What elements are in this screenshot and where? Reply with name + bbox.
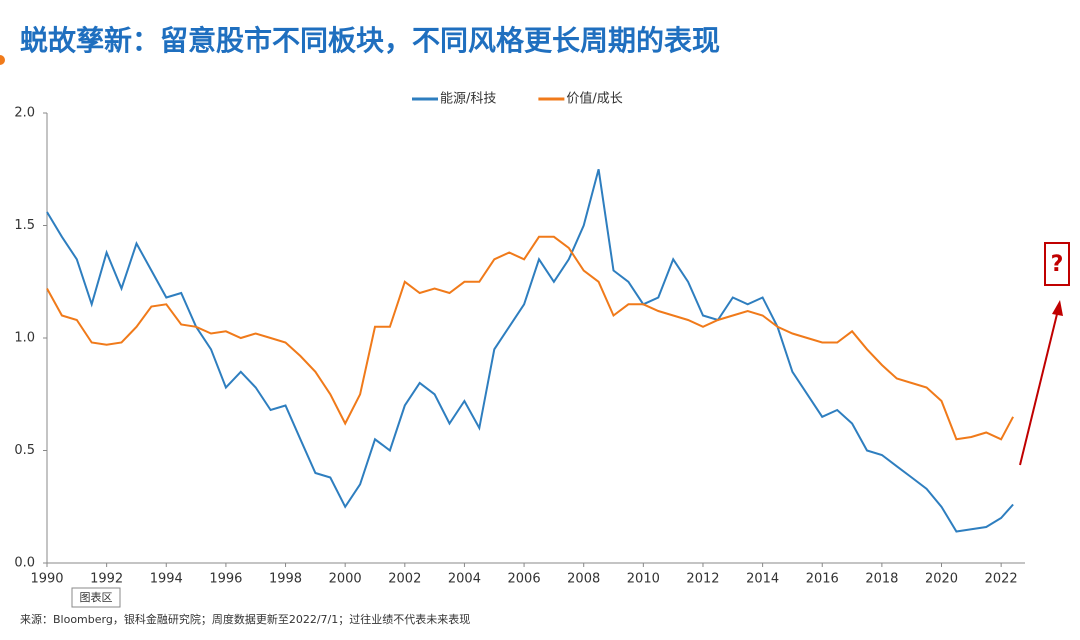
x-tick-label: 2004 bbox=[448, 572, 481, 587]
slide-title: 蜕故孳新：留意股市不同板块，不同风格更长周期的表现 bbox=[20, 24, 720, 57]
y-tick-label: 0.5 bbox=[14, 443, 35, 458]
x-tick-label: 1992 bbox=[90, 572, 123, 587]
x-tick-label: 2012 bbox=[686, 572, 719, 587]
x-tick-label: 2018 bbox=[865, 572, 898, 587]
x-tick-label: 2022 bbox=[985, 572, 1018, 587]
arrow-head bbox=[1052, 300, 1063, 316]
x-tick-label: 2016 bbox=[806, 572, 839, 587]
bullet bbox=[0, 55, 5, 65]
arrow bbox=[1019, 309, 1059, 466]
x-tick-label: 1996 bbox=[209, 572, 242, 587]
legend-label: 能源/科技 bbox=[440, 92, 496, 107]
x-tick-label: 1998 bbox=[269, 572, 302, 587]
y-tick-label: 0.0 bbox=[14, 556, 35, 571]
x-tick-label: 2008 bbox=[567, 572, 600, 587]
x-tick-label: 2006 bbox=[508, 572, 541, 587]
chart-area-label: 图表区 bbox=[80, 590, 113, 604]
y-tick-label: 1.5 bbox=[14, 218, 35, 233]
x-tick-label: 2014 bbox=[746, 572, 779, 587]
x-tick-label: 2002 bbox=[388, 572, 421, 587]
legend-label: 价值/成长 bbox=[566, 91, 622, 107]
source-note: 来源：Bloomberg，银科金融研究院；周度数据更新至2022/7/1；过往业… bbox=[20, 612, 470, 626]
annotation-box bbox=[1044, 242, 1070, 286]
y-tick-label: 1.0 bbox=[14, 331, 35, 346]
x-tick-label: 2000 bbox=[329, 572, 362, 587]
y-tick-label: 2.0 bbox=[14, 106, 35, 121]
series-line bbox=[46, 235, 1014, 441]
chart-area-tag bbox=[71, 587, 121, 608]
annotation: ? bbox=[1051, 252, 1064, 277]
series-line bbox=[46, 169, 1014, 533]
x-tick-label: 2020 bbox=[925, 572, 958, 587]
x-tick-label: 1990 bbox=[30, 572, 63, 587]
x-tick-label: 1994 bbox=[150, 572, 183, 587]
x-tick-label: 2010 bbox=[627, 572, 660, 587]
